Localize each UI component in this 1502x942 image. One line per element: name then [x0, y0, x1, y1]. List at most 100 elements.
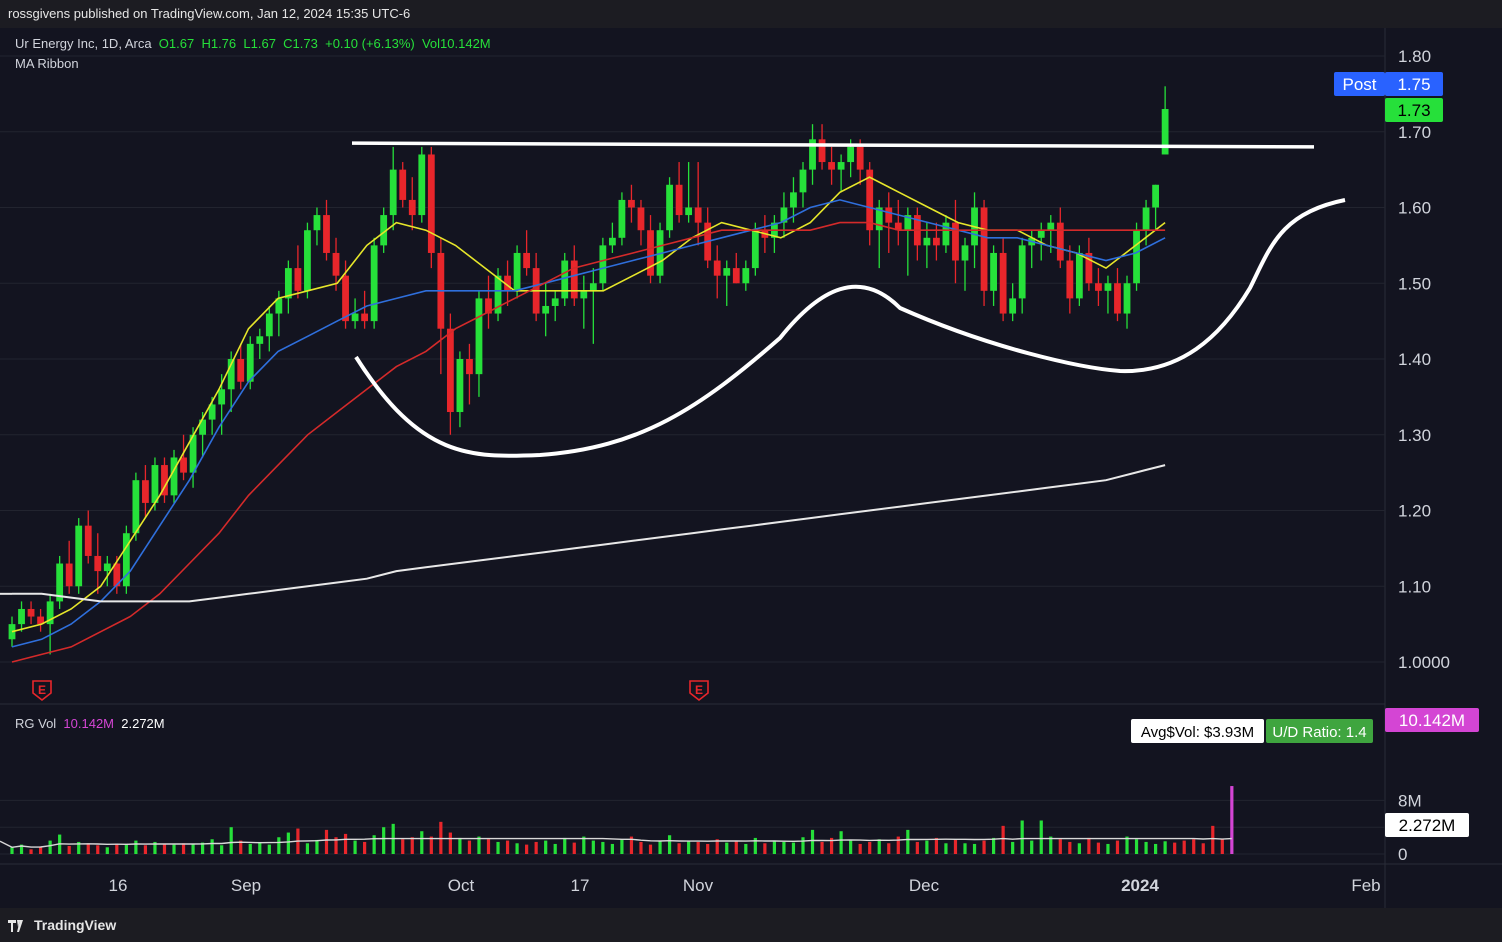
volume-bar [105, 847, 109, 854]
candle-body [961, 245, 969, 261]
volume-bar [372, 835, 376, 854]
volume-bar [315, 839, 319, 854]
candle-body [418, 154, 426, 216]
candle-body [361, 313, 369, 322]
open-value: O1.67 [158, 36, 195, 51]
candle-body [27, 608, 35, 617]
candle-body [742, 268, 750, 284]
volume-bar [343, 833, 348, 854]
price-tick-label: 1.70 [1398, 123, 1431, 142]
candle-body [542, 305, 550, 314]
candle-body [799, 169, 807, 193]
candle-body [999, 252, 1007, 314]
volume-bar [972, 843, 977, 854]
volume-bar [477, 836, 481, 854]
last-price-badge: 1.73 [1397, 101, 1430, 120]
candle-body [1018, 245, 1026, 299]
candle-body [142, 480, 149, 503]
candle-body [790, 192, 797, 208]
volume-bar [544, 840, 548, 854]
candle-body [1142, 207, 1150, 231]
cup-and-handle-curve [354, 198, 1346, 458]
volume-bar [1154, 843, 1158, 854]
candle-body [980, 207, 988, 291]
volume-bar [782, 841, 786, 854]
volume-bar [582, 836, 586, 854]
volume-bar [86, 843, 90, 854]
volume-bar [248, 843, 252, 854]
volume-bar [849, 840, 853, 854]
candle-body [332, 252, 340, 276]
resistance-line [351, 141, 1315, 149]
volume-bar [1049, 836, 1053, 854]
candle-body [1075, 252, 1083, 299]
candle-body [942, 222, 950, 246]
post-label-bg [1334, 72, 1385, 96]
volume-average-line [0, 837, 1232, 849]
candle-body [608, 237, 616, 246]
volume-bar [267, 844, 271, 854]
tradingview-brand: TradingView [34, 917, 117, 933]
price-tick-label: 1.30 [1398, 426, 1431, 445]
candle-body [504, 275, 511, 291]
volume-bar [629, 836, 634, 854]
candle-body [628, 199, 635, 208]
volume-bar [429, 836, 433, 854]
candle-body [1066, 260, 1074, 299]
indicator-legend[interactable]: MA Ribbon [15, 56, 79, 71]
candle-body [570, 260, 578, 299]
price-tick-label: 1.0000 [1398, 653, 1450, 672]
volume-bar [944, 843, 948, 854]
candle-body [675, 184, 683, 216]
volume-bar [982, 840, 986, 854]
candle-body [466, 359, 473, 375]
volume-bar [363, 841, 367, 854]
volume-bar [887, 843, 891, 854]
volume-bar [563, 837, 567, 854]
volume-bar [201, 842, 205, 854]
candle-body [561, 260, 569, 299]
volume-legend[interactable]: RG Vol 10.142M 2.272M [15, 716, 165, 731]
ma-line-red [11, 221, 1166, 663]
candle-body [780, 207, 788, 223]
candle-body [551, 298, 559, 306]
publish-info: rossgivens published on TradingView.com,… [8, 6, 411, 21]
volume-bar [382, 827, 386, 854]
candle-body [923, 237, 931, 246]
candle-body [103, 563, 111, 572]
volume-bar [324, 829, 329, 854]
ma-line-yellow [11, 176, 1166, 633]
volume-indicator-value: 10.142M [63, 716, 115, 731]
candle-body [952, 222, 959, 261]
price-tick-label: 1.60 [1398, 199, 1431, 218]
candle-body [161, 465, 168, 496]
candle-body [713, 260, 721, 276]
price-tick-label: 1.40 [1398, 350, 1431, 369]
volume-bar [1068, 841, 1072, 854]
volume-bar [210, 839, 214, 854]
post-label: Post [1342, 75, 1376, 94]
volume-bar [1115, 840, 1120, 854]
candle-body [580, 290, 588, 299]
volume-bar [38, 846, 43, 854]
symbol-legend: Ur Energy Inc, 1D, Arca O1.67 H1.76 L1.6… [15, 36, 491, 51]
tradingview-logo-icon [8, 919, 28, 932]
volume-bar [667, 835, 672, 854]
candle-body [818, 139, 826, 163]
candle-body [323, 215, 330, 253]
candle-body [1095, 283, 1102, 291]
earnings-marker-icon [689, 680, 709, 702]
volume-bar [286, 832, 290, 854]
volume-bar [658, 840, 662, 854]
candle-body [113, 563, 121, 587]
volume-bar [810, 829, 815, 854]
candle-body [132, 480, 140, 534]
candle-body [399, 169, 407, 200]
time-tick-label: Oct [448, 876, 475, 895]
candle-body [856, 146, 864, 170]
volume-bar [610, 843, 614, 854]
candle-body [837, 162, 845, 170]
volume-bar [677, 843, 681, 854]
